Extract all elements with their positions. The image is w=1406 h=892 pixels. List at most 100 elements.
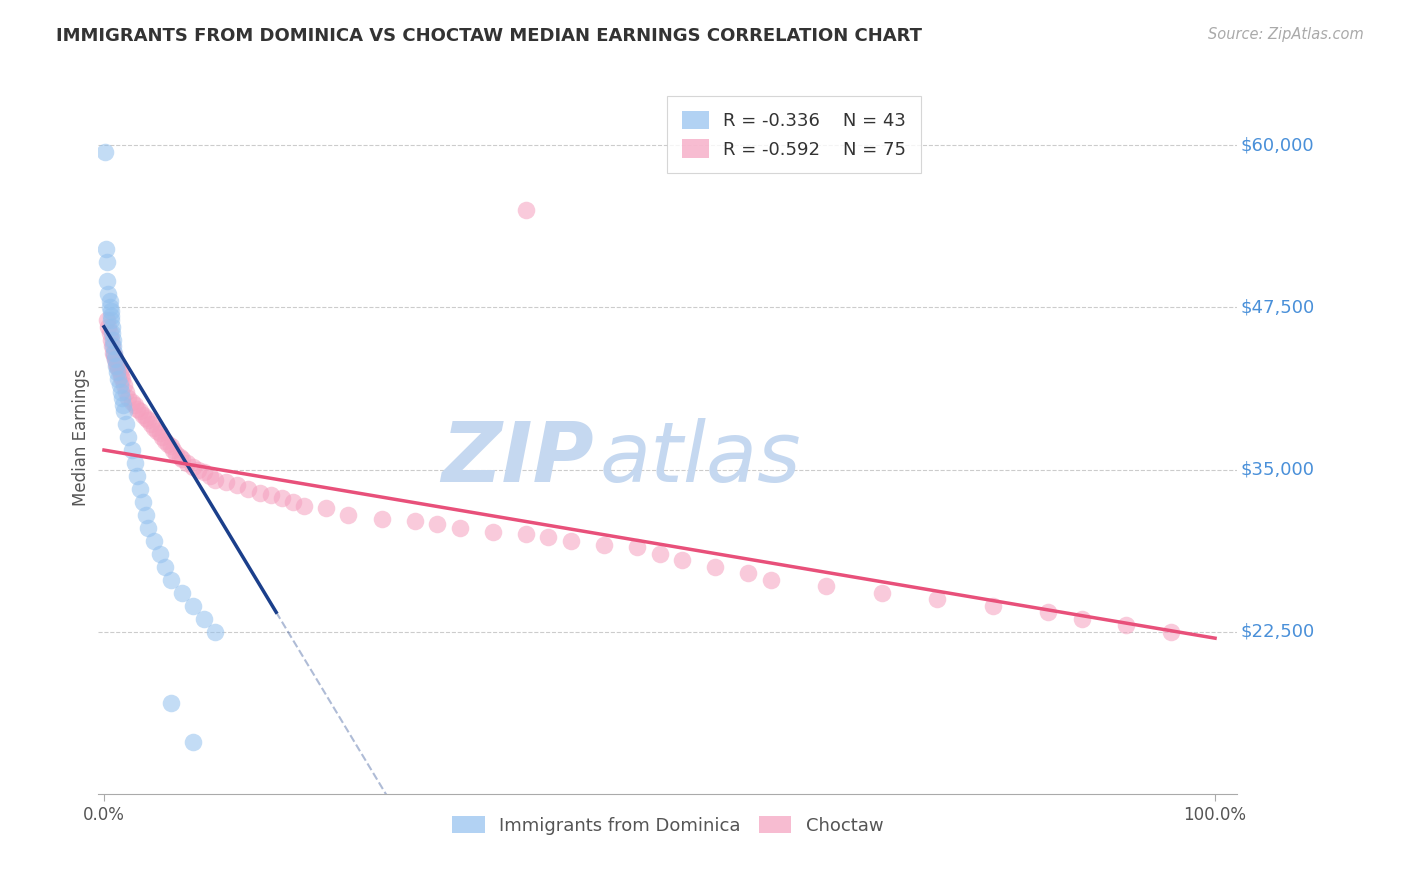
Point [94, 145, 117, 159]
Point [127, 401, 149, 416]
Point [103, 348, 125, 362]
Point [100, 333, 122, 347]
Point [112, 404, 135, 418]
Point [97, 287, 120, 301]
Point [105, 359, 128, 373]
Point [97, 319, 120, 334]
Point [111, 372, 134, 386]
Point [515, 527, 537, 541]
Point [204, 624, 226, 639]
Point [96, 313, 118, 327]
Point [249, 486, 271, 500]
Text: $47,500: $47,500 [1240, 298, 1315, 317]
Point [138, 413, 160, 427]
Point [292, 499, 315, 513]
Point [215, 475, 238, 490]
Point [648, 547, 671, 561]
Point [105, 356, 128, 370]
Text: atlas: atlas [599, 418, 801, 499]
Point [115, 417, 138, 431]
Point [153, 434, 176, 448]
Point [139, 417, 162, 431]
Point [111, 398, 134, 412]
Point [238, 482, 260, 496]
Point [426, 516, 449, 531]
Point [176, 456, 198, 470]
Point [159, 439, 181, 453]
Point [100, 326, 122, 341]
Point [121, 395, 143, 409]
Point [100, 339, 122, 353]
Point [121, 443, 143, 458]
Point [181, 599, 204, 613]
Point [146, 424, 169, 438]
Point [170, 586, 193, 600]
Point [1160, 624, 1182, 639]
Point [148, 426, 170, 441]
Point [124, 398, 146, 412]
Point [110, 384, 132, 399]
Point [124, 456, 146, 470]
Point [112, 378, 135, 392]
Point [138, 521, 160, 535]
Point [537, 530, 560, 544]
Point [815, 579, 838, 593]
Point [165, 447, 187, 461]
Text: $22,500: $22,500 [1240, 623, 1315, 640]
Point [153, 559, 176, 574]
Point [117, 430, 139, 444]
Point [593, 538, 616, 552]
Point [150, 430, 173, 444]
Point [100, 319, 122, 334]
Point [169, 450, 191, 464]
Point [107, 372, 129, 386]
Point [110, 369, 132, 384]
Point [159, 573, 181, 587]
Point [337, 508, 360, 522]
Point [626, 541, 648, 555]
Point [128, 404, 150, 418]
Point [870, 586, 893, 600]
Point [371, 512, 394, 526]
Point [315, 501, 337, 516]
Point [404, 515, 426, 529]
Point [103, 345, 125, 359]
Point [162, 443, 184, 458]
Point [107, 361, 129, 376]
Point [560, 533, 582, 548]
Point [104, 352, 127, 367]
Point [759, 573, 782, 587]
Legend: Immigrants from Dominica, Choctaw: Immigrants from Dominica, Choctaw [446, 809, 890, 842]
Point [737, 566, 759, 581]
Point [204, 473, 226, 487]
Point [226, 478, 249, 492]
Point [108, 378, 131, 392]
Point [181, 459, 204, 474]
Point [132, 495, 155, 509]
Point [135, 508, 157, 522]
Point [482, 524, 505, 539]
Point [671, 553, 693, 567]
Point [193, 612, 215, 626]
Text: ZIP: ZIP [441, 418, 593, 499]
Point [259, 488, 281, 502]
Point [98, 293, 121, 308]
Point [127, 469, 149, 483]
Point [98, 301, 121, 315]
Point [96, 242, 118, 256]
Text: IMMIGRANTS FROM DOMINICA VS CHOCTAW MEDIAN EARNINGS CORRELATION CHART: IMMIGRANTS FROM DOMINICA VS CHOCTAW MEDI… [56, 27, 922, 45]
Point [187, 462, 209, 476]
Text: $60,000: $60,000 [1240, 136, 1315, 154]
Point [104, 352, 127, 367]
Text: Source: ZipAtlas.com: Source: ZipAtlas.com [1208, 27, 1364, 42]
Point [1070, 612, 1092, 626]
Point [105, 365, 128, 379]
Point [115, 384, 138, 399]
Point [96, 274, 118, 288]
Point [1038, 605, 1060, 619]
Point [98, 326, 121, 341]
Point [128, 482, 150, 496]
Point [181, 735, 204, 749]
Point [148, 547, 170, 561]
Y-axis label: Median Earnings: Median Earnings [72, 368, 90, 506]
